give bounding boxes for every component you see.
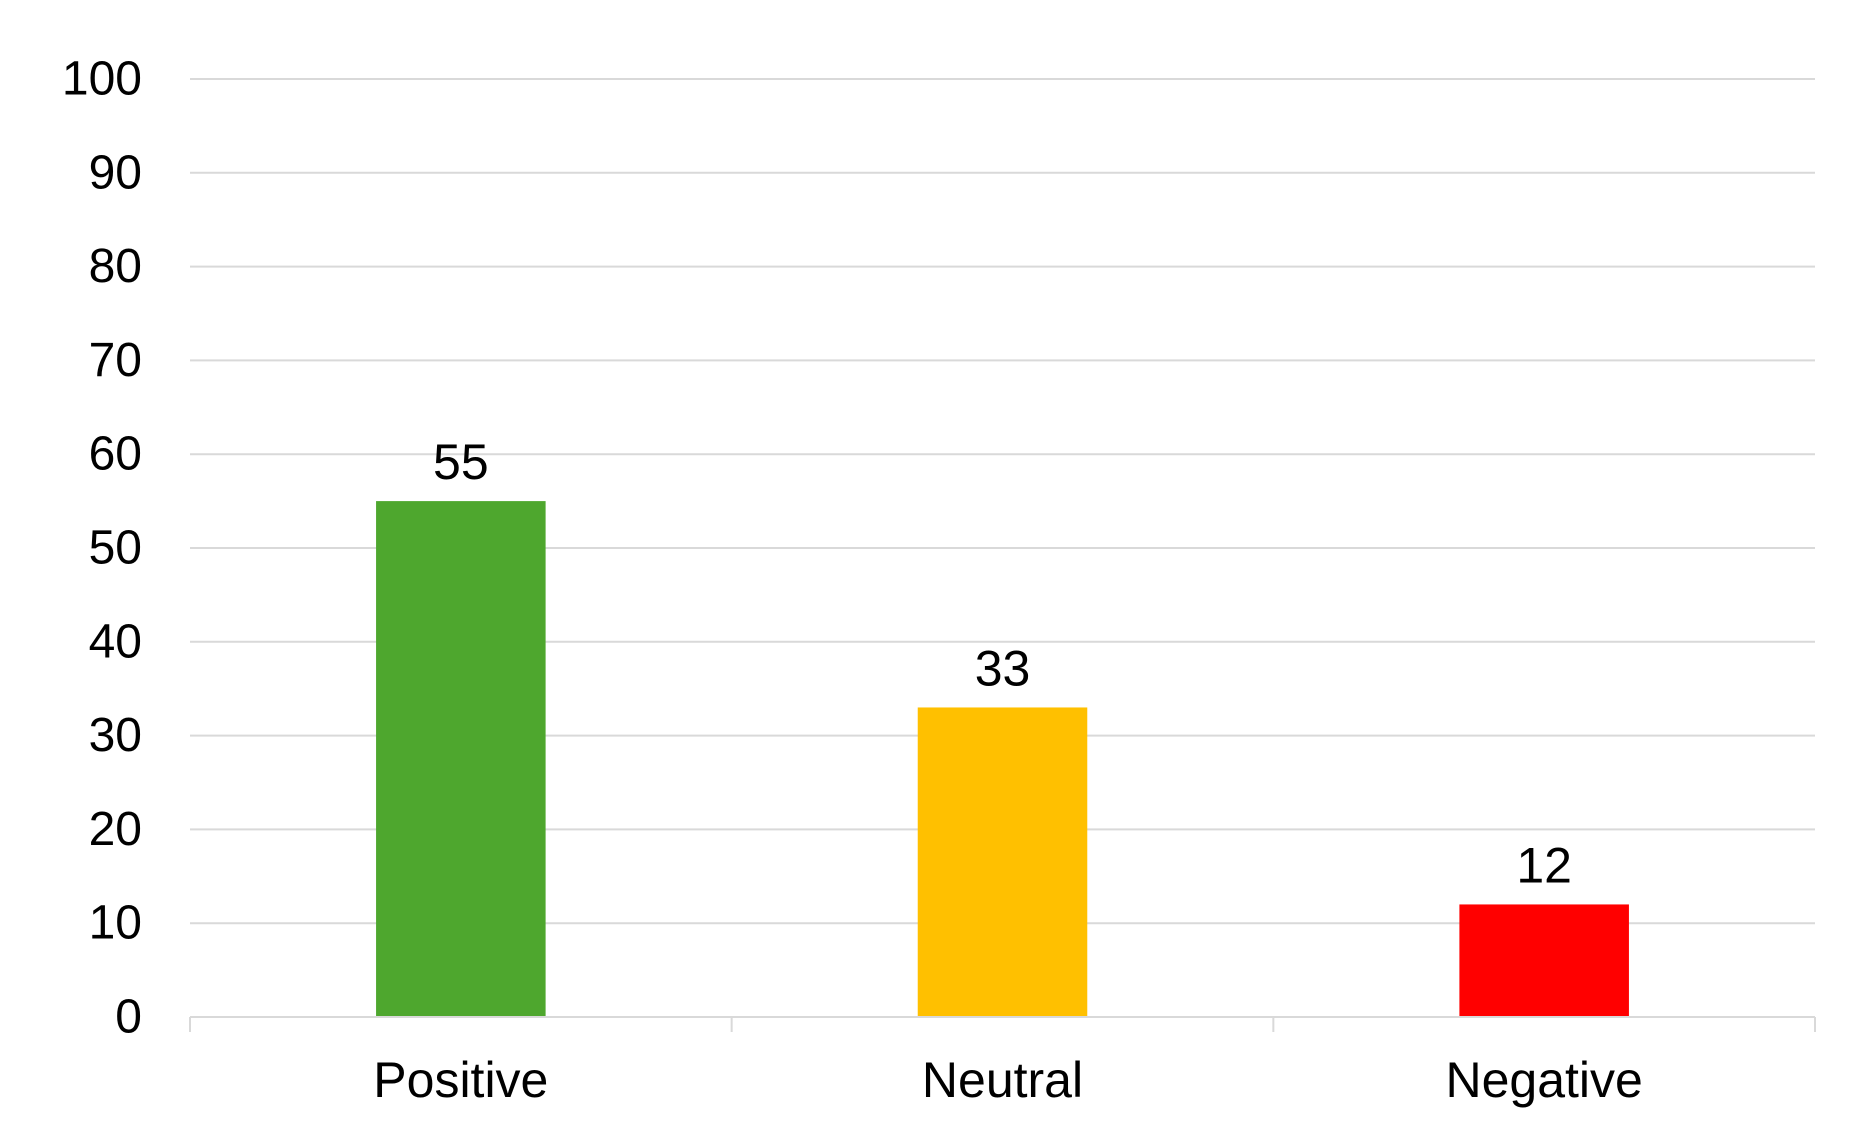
x-tick-label-neutral: Neutral bbox=[922, 1052, 1083, 1108]
bar-positive bbox=[376, 501, 546, 1018]
y-tick-label: 40 bbox=[89, 615, 142, 668]
y-tick-label: 80 bbox=[89, 240, 142, 293]
bars bbox=[376, 501, 1629, 1018]
data-label-neutral: 33 bbox=[975, 640, 1031, 696]
y-tick-label: 30 bbox=[89, 709, 142, 762]
x-tick-label-positive: Positive bbox=[373, 1052, 548, 1108]
y-tick-label: 90 bbox=[89, 146, 142, 199]
y-tick-label: 50 bbox=[89, 522, 142, 575]
y-tick-label: 20 bbox=[89, 803, 142, 856]
data-label-negative: 12 bbox=[1516, 837, 1572, 893]
bar-negative bbox=[1459, 904, 1629, 1017]
y-tick-label: 0 bbox=[115, 991, 142, 1044]
bar-neutral bbox=[917, 707, 1088, 1017]
x-axis-tick-labels: Positive Neutral Negative bbox=[373, 1052, 1643, 1108]
y-tick-label: 10 bbox=[89, 897, 142, 950]
x-axis bbox=[189, 1016, 1816, 1032]
data-labels: 55 33 12 bbox=[433, 434, 1572, 893]
data-label-positive: 55 bbox=[433, 434, 489, 490]
y-axis-tick-labels: 0 10 20 30 40 50 60 70 80 90 100 bbox=[62, 53, 142, 1044]
y-tick-label: 60 bbox=[89, 428, 142, 481]
y-tick-label: 100 bbox=[62, 53, 142, 106]
x-tick-label-negative: Negative bbox=[1445, 1052, 1642, 1108]
y-tick-label: 70 bbox=[89, 334, 142, 387]
